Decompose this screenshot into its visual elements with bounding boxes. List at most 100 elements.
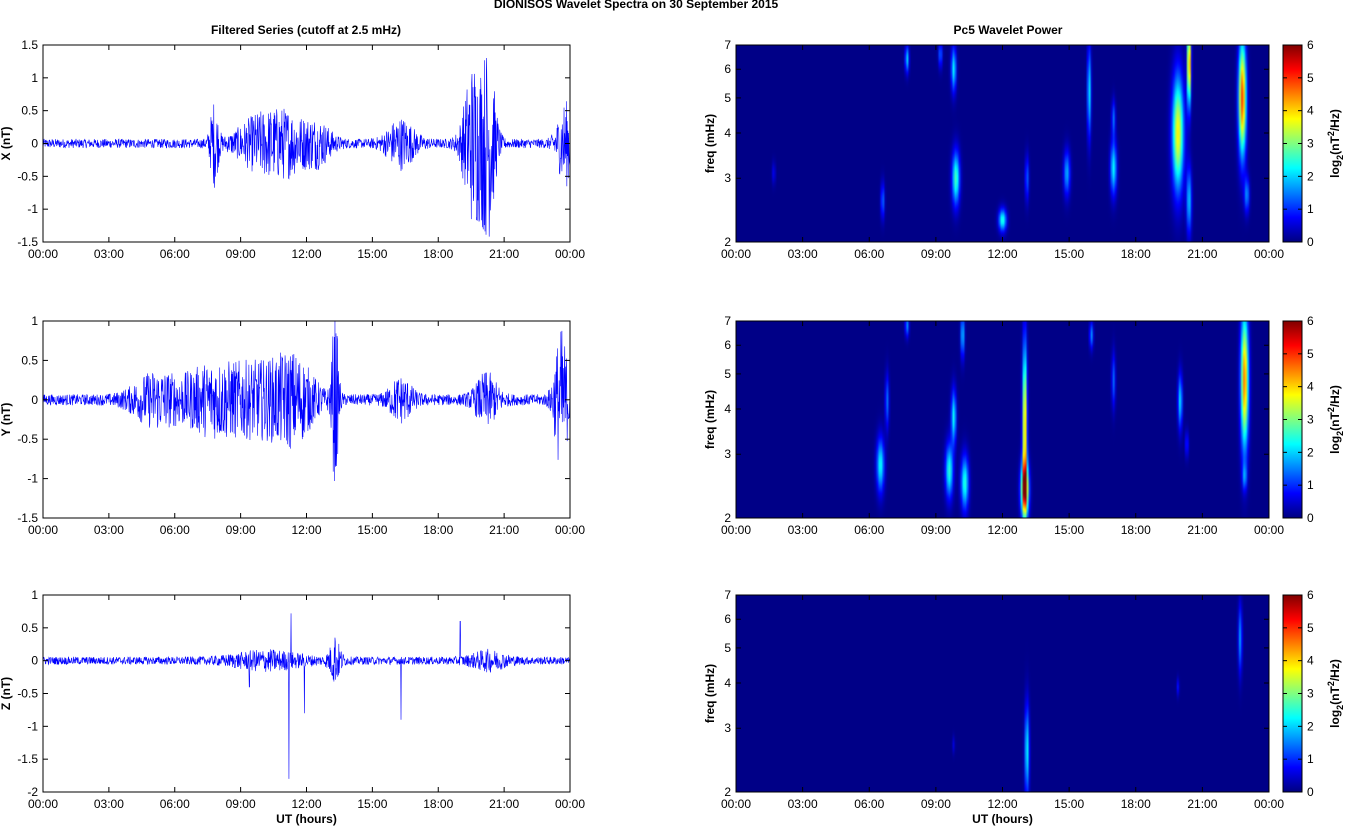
x-tick-label: 00:00 bbox=[555, 247, 585, 261]
y-tick-label: 1 bbox=[31, 588, 38, 602]
plot-background bbox=[43, 321, 570, 518]
x-tick-label: 18:00 bbox=[423, 797, 453, 811]
line-panel-y: 10.50-0.5-1-1.500:00 03:00 06:00 09:00 12:00… bbox=[0, 314, 585, 537]
colorbar-label-part: 2 bbox=[1335, 705, 1345, 710]
y-tick-label: -1 bbox=[27, 472, 38, 486]
y-tick-label: 1.5 bbox=[21, 38, 38, 52]
x-tick-label: 00:00 bbox=[721, 523, 751, 537]
y-tick-label: 7 bbox=[724, 38, 731, 52]
plot-area: 1.510.50-0.5-1-1.500:00 03:00 06:00 09:00 12… bbox=[0, 38, 1345, 826]
right-column-title: Pc5 Wavelet Power bbox=[954, 23, 1063, 37]
y-tick-label: -0.5 bbox=[17, 432, 38, 446]
y-tick-label: 6 bbox=[724, 338, 731, 352]
x-tick-label: 12:00 bbox=[291, 247, 321, 261]
x-tick-label: 09:00 bbox=[921, 523, 951, 537]
x-tick-label: 03:00 bbox=[94, 797, 124, 811]
line-panel-x: 1.510.50-0.5-1-1.500:00 03:00 06:00 09:00 12… bbox=[0, 38, 585, 261]
series-line-y bbox=[42, 320, 571, 482]
y-tick-label: 6 bbox=[724, 612, 731, 626]
y-tick-label: 4 bbox=[724, 676, 731, 690]
left-column-title: Filtered Series (cutoff at 2.5 mHz) bbox=[211, 23, 401, 37]
y-tick-label: 0 bbox=[31, 137, 38, 151]
x-tick-label: 03:00 bbox=[788, 523, 818, 537]
wavelet-power-image bbox=[736, 595, 1269, 792]
y-tick-label: 4 bbox=[724, 402, 731, 416]
colorbar-label: log2(nT2/Hz) bbox=[1326, 385, 1345, 454]
y-tick-label: -1.5 bbox=[17, 752, 38, 766]
colorbar-tick-label: 4 bbox=[1307, 104, 1314, 118]
line-panel-z: 10.50-0.5-1-1.5-200:00 03:00 06:00 09:00 12:… bbox=[0, 588, 585, 826]
y-tick-label: -0.5 bbox=[17, 687, 38, 701]
colorbar-tick-label: 5 bbox=[1307, 621, 1314, 635]
x-tick-label: 15:00 bbox=[1054, 247, 1084, 261]
colorbar-label-part: log bbox=[1328, 710, 1342, 728]
colorbar-label: log2(nT2/Hz) bbox=[1326, 109, 1345, 178]
colorbar-label-part: (nT bbox=[1328, 686, 1342, 705]
colorbar-tick-label: 0 bbox=[1307, 511, 1314, 525]
colorbar-tick-label: 3 bbox=[1307, 687, 1314, 701]
x-tick-label: 09:00 bbox=[226, 247, 256, 261]
x-tick-label: 09:00 bbox=[226, 797, 256, 811]
y-tick-label: 2 bbox=[724, 785, 731, 799]
x-tick-label: 18:00 bbox=[1121, 247, 1151, 261]
y-tick-label: 3 bbox=[724, 447, 731, 461]
y-tick-label: 5 bbox=[724, 367, 731, 381]
colorbar-label-part: (nT bbox=[1328, 412, 1342, 431]
colorbar-label-text: log2(nT2/Hz) bbox=[1326, 109, 1345, 178]
figure-title: DIONISOS Wavelet Spectra on 30 September… bbox=[494, 0, 779, 11]
x-tick-label: 21:00 bbox=[1187, 523, 1217, 537]
y-tick-label: 1 bbox=[31, 71, 38, 85]
y-tick-label: -1.5 bbox=[17, 511, 38, 525]
x-axis-label: UT (hours) bbox=[972, 812, 1033, 826]
x-tick-label: 06:00 bbox=[160, 247, 190, 261]
x-tick-label: 00:00 bbox=[721, 247, 751, 261]
y-tick-label: -2 bbox=[27, 785, 38, 799]
colorbar-label-text: log2(nT2/Hz) bbox=[1326, 385, 1345, 454]
y-tick-label: 5 bbox=[724, 641, 731, 655]
colorbar-tick-label: 5 bbox=[1307, 347, 1314, 361]
y-tick-label: 2 bbox=[724, 235, 731, 249]
colorbar-label-part: 2 bbox=[1335, 155, 1345, 160]
colorbar-label-part: 2 bbox=[1326, 681, 1336, 686]
colorbar-label-part: log bbox=[1328, 436, 1342, 454]
x-tick-label: 18:00 bbox=[1121, 523, 1151, 537]
x-tick-label: 12:00 bbox=[987, 247, 1017, 261]
x-tick-label: 06:00 bbox=[160, 797, 190, 811]
y-tick-label: -0.5 bbox=[17, 169, 38, 183]
colorbar-label-part: /Hz) bbox=[1328, 109, 1342, 131]
colorbar-tick-label: 1 bbox=[1307, 202, 1314, 216]
x-tick-label: 15:00 bbox=[357, 247, 387, 261]
plot-background bbox=[43, 595, 570, 792]
x-tick-label: 00:00 bbox=[555, 797, 585, 811]
colorbar-tick-label: 5 bbox=[1307, 71, 1314, 85]
y-axis-label: freq (mHz) bbox=[703, 114, 717, 173]
colorbar-tick-label: 2 bbox=[1307, 719, 1314, 733]
x-tick-label: 09:00 bbox=[921, 247, 951, 261]
colorbar-tick-label: 2 bbox=[1307, 445, 1314, 459]
y-axis-label: X (nT) bbox=[0, 127, 13, 161]
colorbar-tick-label: 0 bbox=[1307, 785, 1314, 799]
x-tick-label: 00:00 bbox=[1254, 523, 1284, 537]
colorbar-label: log2(nT2/Hz) bbox=[1326, 659, 1345, 728]
y-axis-label: freq (mHz) bbox=[703, 390, 717, 449]
x-tick-label: 15:00 bbox=[1054, 797, 1084, 811]
x-tick-label: 21:00 bbox=[489, 797, 519, 811]
colorbar-label-part: /Hz) bbox=[1328, 659, 1342, 681]
y-tick-label: 3 bbox=[724, 721, 731, 735]
colorbar-label-part: /Hz) bbox=[1328, 385, 1342, 407]
x-tick-label: 06:00 bbox=[854, 247, 884, 261]
x-tick-label: 06:00 bbox=[160, 523, 190, 537]
series-line-x bbox=[42, 58, 571, 237]
x-tick-label: 00:00 bbox=[555, 523, 585, 537]
colorbar-tick-label: 3 bbox=[1307, 413, 1314, 427]
y-tick-label: 0.5 bbox=[21, 104, 38, 118]
y-tick-label: 7 bbox=[724, 314, 731, 328]
colorbar-label-part: 2 bbox=[1326, 407, 1336, 412]
colorbar-tick-label: 4 bbox=[1307, 380, 1314, 394]
wavelet-power-image bbox=[736, 45, 1269, 242]
y-tick-label: -1 bbox=[27, 719, 38, 733]
y-tick-label: 7 bbox=[724, 588, 731, 602]
wavelet-power-image bbox=[736, 321, 1269, 518]
